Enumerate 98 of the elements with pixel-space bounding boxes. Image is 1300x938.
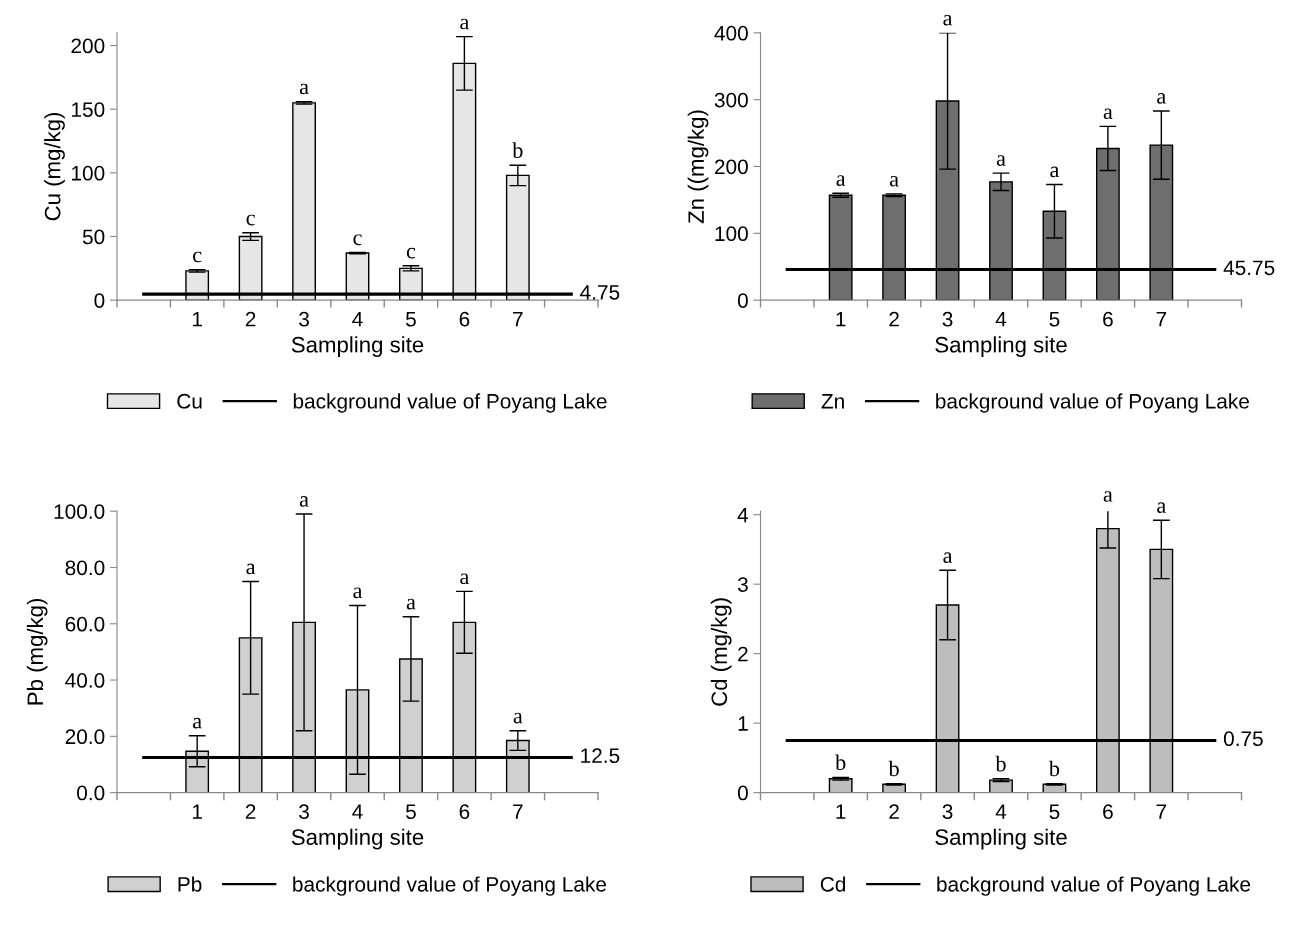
annotation: a — [1103, 108, 1113, 120]
y-tick-label: 100 — [715, 226, 748, 242]
annotation: a — [513, 712, 523, 724]
x-tick-label: 6 — [1103, 311, 1113, 327]
bar — [989, 779, 1013, 793]
annotation: a — [353, 587, 363, 599]
legend-label: background value of Poyang Lake — [936, 393, 1249, 413]
x-tick-label: 7 — [1156, 804, 1167, 819]
data-label: 45.75 — [1223, 260, 1275, 276]
y-tick-label: 3 — [737, 577, 748, 592]
x-tick-label: 1 — [192, 804, 202, 819]
x-axis-title: Sampling site — [291, 336, 424, 357]
y-tick-label: 100.0 — [54, 504, 105, 519]
y-tick-label: 80.0 — [65, 560, 105, 576]
y-axis-title: Zn ((mg/kg) — [687, 110, 709, 224]
y-axis-title: Cd (mg/kg) — [710, 598, 732, 706]
legend-label: background value of Poyang Lake — [293, 876, 607, 896]
x-tick-label: 3 — [942, 311, 953, 327]
legend-label: Cu — [177, 393, 202, 409]
legend-label: background value of Poyang Lake — [293, 393, 607, 413]
x-tick-label: 3 — [299, 311, 309, 327]
data-label: 0.75 — [1223, 731, 1263, 747]
y-tick-label: 400 — [714, 25, 748, 41]
x-tick-label: 1 — [836, 312, 846, 327]
x-tick-label: 3 — [942, 804, 953, 820]
y-tick-label: 60.0 — [65, 616, 105, 632]
annotation: a — [406, 598, 416, 610]
y-tick-label: 100 — [72, 165, 105, 181]
annotation: a — [889, 175, 899, 187]
x-tick-label: 6 — [1103, 804, 1113, 820]
x-tick-label: 5 — [1049, 312, 1060, 327]
data-label: 12.5 — [581, 748, 620, 764]
y-tick-label: 0 — [94, 293, 105, 308]
y-tick-label: 200 — [71, 38, 105, 54]
annotation: c — [353, 234, 362, 246]
annotation: a — [299, 496, 309, 507]
x-tick-label: 6 — [459, 804, 470, 820]
x-tick-label: 5 — [1049, 804, 1060, 820]
legend-label: Pb — [178, 876, 202, 892]
y-tick-label: 150 — [72, 102, 105, 117]
y-tick-label: 1 — [738, 716, 748, 731]
data-label: 4.75 — [580, 285, 620, 300]
annotation: a — [460, 18, 470, 30]
annotation: a — [1050, 166, 1060, 178]
x-tick-label: 2 — [245, 311, 256, 327]
x-tick-label: 3 — [299, 804, 309, 820]
x-tick-label: 1 — [836, 804, 846, 819]
annotation: a — [193, 717, 202, 729]
y-tick-label: 50 — [82, 229, 105, 245]
annotation: c — [193, 251, 202, 263]
legend-label: Zn — [821, 394, 844, 409]
legend-label: Cd — [820, 876, 846, 892]
x-tick-label: 7 — [513, 312, 523, 327]
y-axis-title: Pb (mg/kg) — [26, 598, 48, 705]
x-tick-label: 2 — [889, 804, 899, 819]
annotation: b — [835, 754, 846, 771]
x-tick-label: 1 — [192, 312, 202, 327]
x-tick-label: 6 — [459, 311, 470, 327]
x-tick-label: 7 — [1156, 312, 1167, 327]
x-axis-title: Sampling site — [935, 828, 1067, 850]
x-tick-label: 7 — [513, 804, 523, 819]
y-tick-label: 200 — [714, 159, 748, 175]
y-tick-label: 20.0 — [65, 729, 105, 745]
y-tick-label: 2 — [738, 646, 748, 662]
y-axis-title: Cu (mg/kg) — [44, 112, 65, 221]
annotation: a — [299, 83, 309, 95]
annotation: b — [995, 755, 1006, 772]
annotation: a — [246, 563, 256, 575]
annotation: b — [888, 760, 899, 777]
annotation: c — [246, 214, 255, 226]
x-tick-label: 4 — [352, 804, 363, 819]
x-axis-title: Sampling site — [935, 336, 1067, 357]
y-tick-label: 40.0 — [65, 673, 105, 688]
annotation: a — [1157, 502, 1166, 513]
annotation: a — [460, 573, 470, 585]
x-tick-label: 5 — [405, 312, 416, 327]
y-tick-label: 4 — [737, 507, 749, 523]
x-axis-title: Sampling site — [291, 828, 424, 850]
annotation: b — [1048, 760, 1060, 777]
annotation: b — [512, 142, 523, 158]
annotation: a — [836, 175, 846, 186]
x-tick-label: 2 — [889, 311, 899, 327]
x-tick-label: 4 — [995, 312, 1007, 327]
annotation: a — [1103, 491, 1113, 502]
annotation: a — [1157, 93, 1166, 104]
x-tick-label: 5 — [405, 804, 416, 820]
x-tick-label: 2 — [245, 804, 256, 819]
annotation: a — [943, 14, 953, 26]
y-tick-label: 0 — [737, 785, 748, 801]
annotation: a — [996, 155, 1006, 166]
annotation: a — [943, 552, 953, 563]
x-tick-label: 4 — [352, 312, 363, 327]
y-tick-label: 300 — [714, 92, 748, 108]
y-tick-label: 0.0 — [77, 785, 105, 801]
legend-label: background value of Poyang Lake — [937, 876, 1251, 896]
annotation: c — [406, 247, 416, 259]
x-tick-label: 4 — [995, 804, 1007, 819]
y-tick-label: 0 — [737, 293, 748, 308]
